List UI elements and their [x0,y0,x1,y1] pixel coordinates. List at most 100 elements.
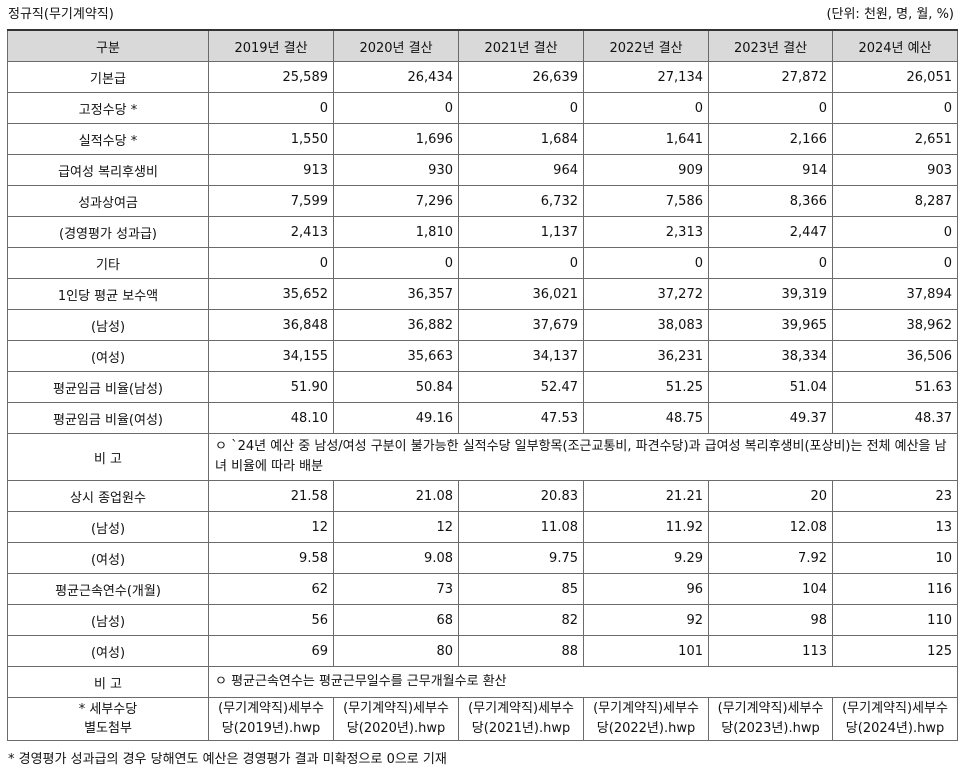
value-cell: 7.92 [708,542,833,574]
value-cell: 0 [208,92,334,124]
attachment-file-link[interactable]: (무기계약직)세부수 당(2020년).hwp [333,697,459,741]
value-cell: 37,894 [832,278,958,310]
value-cell: 0 [333,247,459,279]
value-cell: 0 [583,247,709,279]
value-cell: 12 [333,511,459,543]
file-name-part: 당(2023년).hwp [721,721,820,736]
value-cell: 98 [708,604,833,636]
header-cell: 2022년 결산 [583,29,709,62]
table-row: (남성) 36,848 36,882 37,679 38,083 39,965 38,962 [7,309,958,341]
value-cell: 2,651 [832,123,958,155]
row-label: 기타 [7,247,209,279]
value-cell: 12 [208,511,334,543]
value-cell: 930 [333,154,459,186]
value-cell: 35,663 [333,340,459,372]
value-cell: 21.58 [208,480,334,512]
file-name-part: 당(2022년).hwp [596,721,696,736]
table-row: 기타 0 0 0 0 0 0 [7,247,958,279]
value-cell: 914 [708,154,833,186]
row-label: 급여성 복리후생비 [7,154,209,186]
file-name-part: (무기계약직)세부수 [717,701,824,716]
value-cell: 104 [708,573,833,605]
attachment-file-link[interactable]: (무기계약직)세부수 당(2024년).hwp [832,697,958,741]
value-cell: 913 [208,154,334,186]
table-row: (경영평가 성과급) 2,413 1,810 1,137 2,313 2,447 0 [7,216,958,248]
value-cell: 88 [458,635,584,667]
table-caption: 정규직(무기계약직) [8,7,114,22]
value-cell: 51.25 [583,371,709,403]
row-label: 기본급 [7,61,209,93]
value-cell: 0 [333,92,459,124]
value-cell: 27,872 [708,61,833,93]
value-cell: 0 [458,92,584,124]
value-cell: 10 [832,542,958,574]
value-cell: 36,231 [583,340,709,372]
value-cell: 38,083 [583,309,709,341]
row-label: 평균임금 비율(여성) [7,402,209,434]
value-cell: 20 [708,480,833,512]
compensation-table: 구분 2019년 결산 2020년 결산 2021년 결산 2022년 결산 2… [7,29,958,741]
value-cell: 7,599 [208,185,334,217]
attachment-file-link[interactable]: (무기계약직)세부수 당(2022년).hwp [583,697,709,741]
file-name-part: (무기계약직)세부수 [343,701,449,716]
row-label: 고정수당 * [7,92,209,124]
value-cell: 69 [208,635,334,667]
value-cell: 113 [708,635,833,667]
value-cell: 26,639 [458,61,584,93]
value-cell: 0 [832,216,958,248]
value-cell: 36,506 [832,340,958,372]
table-row: 평균근속연수(개월) 62 73 85 96 104 116 [7,573,958,605]
value-cell: 35,652 [208,278,334,310]
row-label: (남성) [7,511,209,543]
value-cell: 51.63 [832,371,958,403]
value-cell: 8,366 [708,185,833,217]
value-cell: 101 [583,635,709,667]
table-row: 급여성 복리후생비 913 930 964 909 914 903 [7,154,958,186]
value-cell: 73 [333,573,459,605]
value-cell: 82 [458,604,584,636]
value-cell: 50.84 [333,371,459,403]
value-cell: 92 [583,604,709,636]
attachment-file-link[interactable]: (무기계약직)세부수 당(2019년).hwp [208,697,334,741]
value-cell: 23 [832,480,958,512]
value-cell: 9.58 [208,542,334,574]
value-cell: 0 [583,92,709,124]
note-label: 비 고 [7,666,209,698]
value-cell: 1,641 [583,123,709,155]
value-cell: 0 [832,92,958,124]
value-cell: 1,810 [333,216,459,248]
value-cell: 7,586 [583,185,709,217]
value-cell: 96 [583,573,709,605]
row-label: 1인당 평균 보수액 [7,278,209,310]
header-cell: 2023년 결산 [708,29,833,62]
row-label: 실적수당 * [7,123,209,155]
row-label: 성과상여금 [7,185,209,217]
value-cell: 0 [708,92,833,124]
value-cell: 36,882 [333,309,459,341]
value-cell: 0 [208,247,334,279]
row-label: (여성) [7,635,209,667]
value-cell: 1,684 [458,123,584,155]
value-cell: 37,679 [458,309,584,341]
value-cell: 116 [832,573,958,605]
value-cell: 39,319 [708,278,833,310]
table-row: (여성) 69 80 88 101 113 125 [7,635,958,667]
file-name-part: 당(2024년).hwp [845,721,945,736]
value-cell: 0 [458,247,584,279]
table-row: 기본급 25,589 26,434 26,639 27,134 27,872 26,051 [7,61,958,93]
value-cell: 125 [832,635,958,667]
row-label: (남성) [7,309,209,341]
value-cell: 47.53 [458,402,584,434]
attachment-file-link[interactable]: (무기계약직)세부수 당(2021년).hwp [458,697,584,741]
value-cell: 9.29 [583,542,709,574]
note-label: 비 고 [7,433,209,481]
row-label: 평균임금 비율(남성) [7,371,209,403]
value-cell: 52.47 [458,371,584,403]
header-cell: 구분 [7,29,209,62]
table-row: 평균임금 비율(여성) 48.10 49.16 47.53 48.75 49.37 48.3… [7,402,958,434]
value-cell: 48.37 [832,402,958,434]
attachment-label-line2: 별도첨부 [84,721,132,736]
value-cell: 1,550 [208,123,334,155]
